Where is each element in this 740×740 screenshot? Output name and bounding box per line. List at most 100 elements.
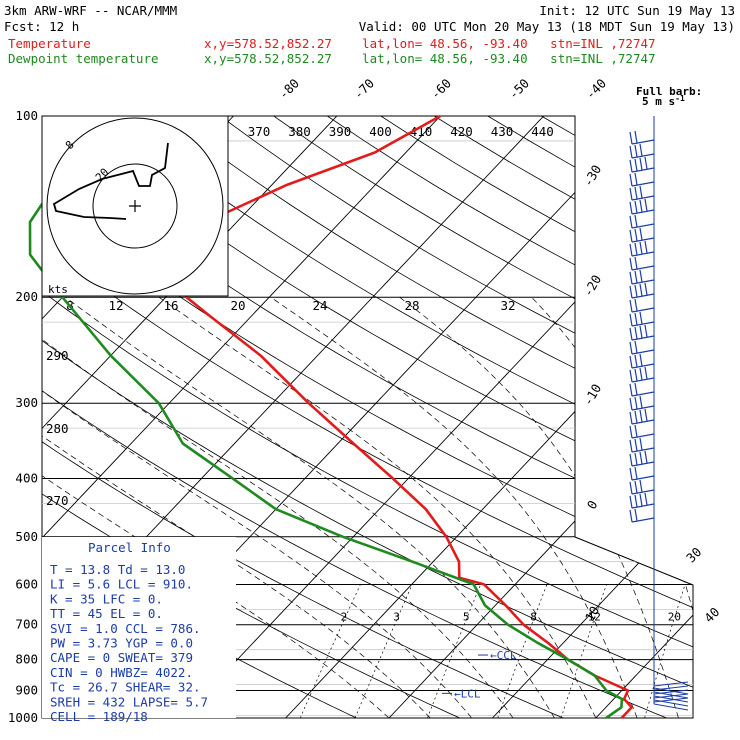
hodograph-unit: kts	[48, 283, 68, 296]
wind-barb	[629, 395, 655, 411]
wind-barb-staff	[631, 335, 655, 341]
barb-legend-title: Full barb:	[636, 85, 702, 98]
wind-barb	[629, 508, 655, 523]
wind-barb-staff	[631, 251, 655, 257]
wind-barb-feather	[629, 411, 633, 425]
wind-barb-feather	[634, 270, 638, 284]
wind-barb	[629, 185, 655, 201]
mixing-ratio-label: 8	[530, 611, 537, 624]
hodograph-center-mark	[129, 200, 141, 212]
theta-label: 420	[450, 124, 473, 139]
wind-barb-feather	[644, 492, 648, 506]
wind-barb-feather	[629, 159, 633, 173]
isotherm-label: -30	[580, 162, 604, 189]
wind-barb-feather	[644, 324, 648, 338]
wind-barb-feather	[639, 143, 643, 157]
wind-barb-staff	[631, 391, 655, 397]
wind-barb-staff	[631, 139, 655, 145]
wind-barb-staff	[631, 489, 655, 495]
wind-barb-feather	[639, 283, 643, 297]
wind-barb-feather	[634, 158, 638, 172]
wind-barb-feather	[644, 156, 648, 170]
mixing-ratio-label: 2	[341, 611, 348, 624]
wind-barb-staff	[631, 209, 655, 215]
wind-barb	[629, 492, 655, 509]
isotherm-line	[595, 116, 693, 718]
parcel-info-line: CIN = 0 HWBZ= 4022.	[50, 665, 193, 680]
wind-barb-feather	[639, 367, 643, 381]
wind-barb-feather	[634, 214, 638, 228]
hodograph-speed-tick: 12	[108, 298, 123, 313]
wind-barb-feather	[634, 326, 638, 340]
wind-barb-staff	[631, 433, 655, 439]
parcel-info-line: SREH = 432 LAPSE= 5.7	[50, 694, 208, 709]
moist-adiabat	[65, 296, 555, 718]
wind-barb	[629, 479, 655, 495]
ccl-label: ←CCL	[490, 649, 517, 662]
theta-label: 380	[288, 124, 311, 139]
isotherm-label: -20	[580, 272, 604, 299]
wind-barb	[629, 143, 655, 159]
parcel-info-line: PW = 3.73 YGP = 0.0	[50, 636, 193, 651]
dewpoint-trace	[28, 115, 624, 720]
barb-legend-value: 5 m s-1	[642, 94, 685, 108]
wind-barb-feather	[629, 173, 633, 187]
hodograph-speed-tick: 24	[312, 298, 327, 313]
moist-adiabat	[42, 296, 431, 718]
wind-barb-feather	[629, 187, 633, 201]
parcel-info-line: K = 35 LFC = 0.	[50, 591, 163, 606]
lcl-label: ←LCL	[454, 687, 481, 700]
wind-barb-feather	[629, 453, 633, 467]
wind-barb	[629, 198, 655, 215]
wind-barb-feather	[634, 438, 638, 452]
dry-adiabat	[42, 116, 693, 718]
wind-barb-staff	[631, 279, 655, 285]
isotherm-label: -10	[580, 381, 604, 408]
isotherm-line	[181, 116, 693, 718]
wind-barb-feather	[634, 410, 638, 424]
wind-barb-staff	[631, 153, 655, 159]
dry-adiabat	[434, 116, 693, 718]
wind-barb-feather	[634, 256, 638, 270]
wind-barb-staff	[631, 237, 655, 243]
wind-barb-staff	[631, 447, 655, 453]
parcel-info-line: LI = 5.6 LCL = 910.	[50, 577, 193, 592]
dry-adiabat	[487, 116, 693, 718]
dry-adiabat	[42, 116, 594, 718]
isotherm-label: -60	[428, 76, 455, 103]
isotherm-label: -50	[506, 76, 533, 103]
moist-adiabat	[42, 296, 514, 718]
legend-dewpoint: Dewpoint temperature	[8, 51, 159, 66]
wind-barb-feather	[629, 229, 633, 243]
pressure-tick-label: 300	[15, 395, 38, 410]
wind-barb-staff	[631, 167, 655, 173]
dry-adiabat	[59, 116, 693, 718]
parcel-info-line: TT = 45 EL = 0.	[50, 606, 163, 621]
parcel-info-line: SVI = 1.0 CCL = 786.	[50, 621, 201, 636]
wind-barb	[629, 311, 655, 327]
wind-barb	[629, 214, 655, 229]
wind-barb	[629, 437, 655, 453]
wind-barb-feather	[634, 284, 638, 298]
isotherm-line	[492, 116, 693, 718]
wind-barb-feather	[629, 257, 633, 271]
model-title: 3km ARW-WRF -- NCAR/MMM	[4, 3, 177, 18]
dry-adiabat	[42, 116, 693, 718]
wind-barb-feather	[639, 241, 643, 255]
dry-adiabat	[42, 116, 693, 718]
wind-barb-feather	[634, 480, 638, 494]
wind-barb-staff	[631, 321, 655, 327]
wind-barb-feather	[634, 172, 638, 186]
wind-barb-feather	[634, 354, 638, 368]
wind-barb-feather	[634, 508, 638, 522]
wind-barb-feather	[639, 157, 643, 171]
dry-adiabat	[541, 116, 693, 718]
wind-barb-staff	[631, 475, 655, 481]
moist-adiabat	[42, 296, 472, 718]
wind-barb-feather	[634, 466, 638, 480]
theta-label: 430	[491, 124, 514, 139]
wind-barb-feather	[629, 299, 633, 313]
dry-adiabat	[166, 116, 693, 718]
